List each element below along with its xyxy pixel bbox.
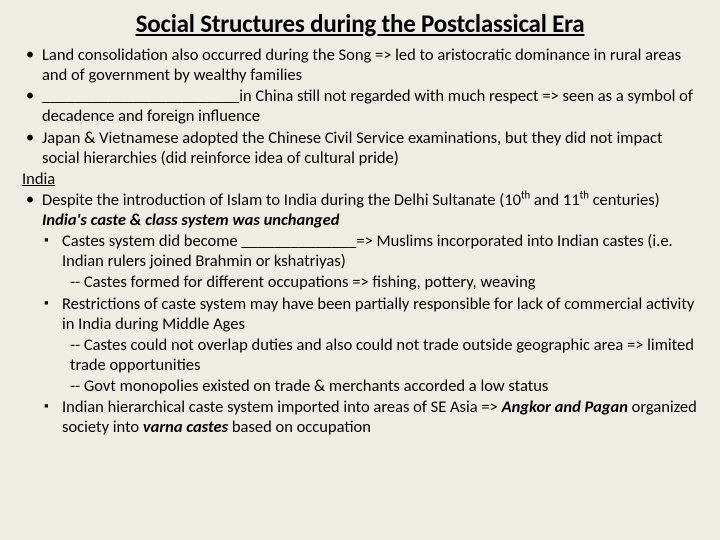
bullet-level-2: Castes system did become ______________=…: [18, 231, 702, 271]
bullet-level-3: -- Govt monopolies existed on trade & me…: [18, 376, 702, 396]
bullet-level-3: -- Castes formed for different occupatio…: [18, 272, 702, 292]
section-subhead: India: [18, 169, 702, 189]
bullet-level-1: ________________________in China still n…: [18, 86, 702, 126]
bullet-level-2: Restrictions of caste system may have be…: [18, 294, 702, 334]
bullet-level-1: Despite the introduction of Islam to Ind…: [18, 190, 702, 230]
bullet-level-1: Japan & Vietnamese adopted the Chinese C…: [18, 128, 702, 168]
slide-title: Social Structures during the Postclassic…: [18, 8, 702, 39]
bullet-level-2: Indian hierarchical caste system importe…: [18, 397, 702, 437]
bullet-level-3: -- Castes could not overlap duties and a…: [18, 335, 702, 375]
slide-body: Land consolidation also occurred during …: [18, 45, 702, 437]
bullet-level-1: Land consolidation also occurred during …: [18, 45, 702, 85]
